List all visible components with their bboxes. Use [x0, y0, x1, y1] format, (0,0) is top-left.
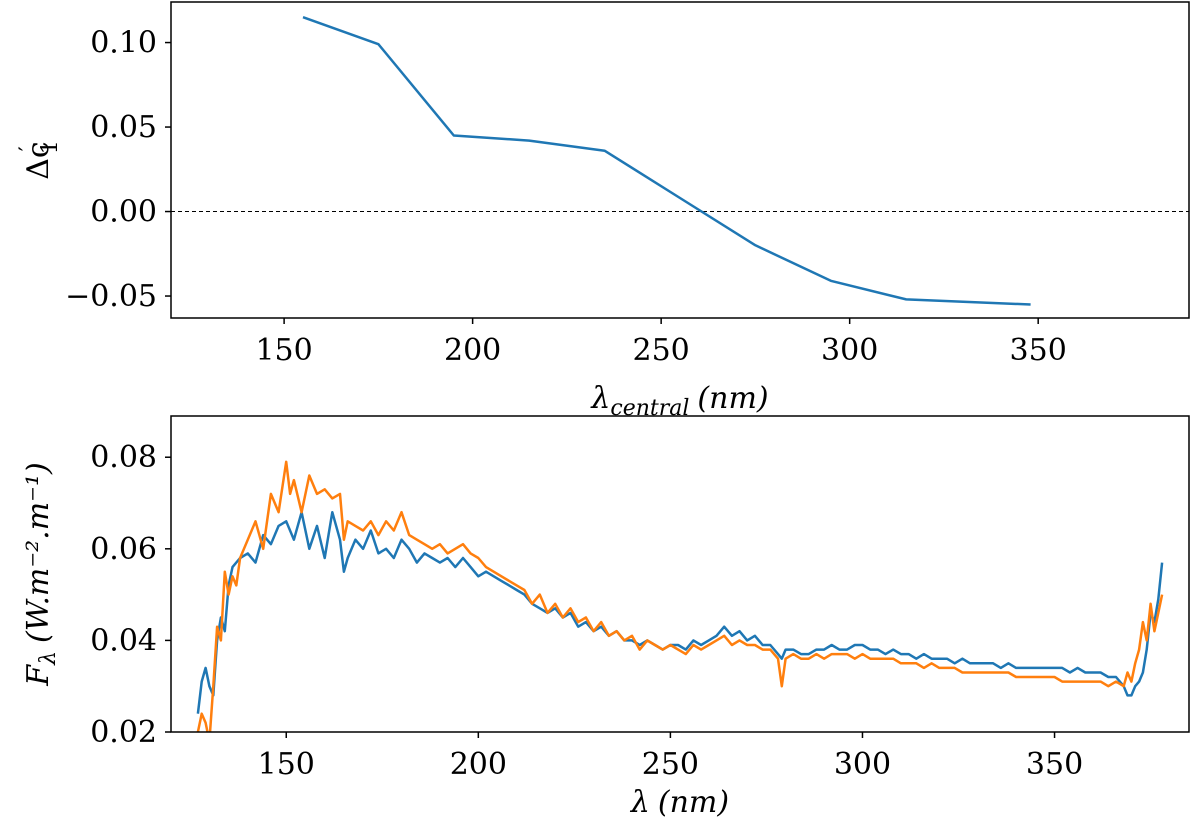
- top-ylabel-subscript: 1: [38, 140, 63, 154]
- top-xlabel-symbol: λ: [590, 381, 610, 416]
- x-tick-label: 250: [642, 747, 699, 782]
- top-chart-panel: 150 200 250 300 350 0.10 0.05 0.00 −0.05 λcentr…: [16, 1, 1190, 421]
- top-chart-x-ticks: 150 200 250 300 350: [255, 318, 1067, 368]
- y-tick-label: 0.08: [90, 440, 157, 475]
- x-tick-label: 250: [633, 333, 690, 368]
- bottom-ylabel-subscript: λ: [36, 651, 61, 666]
- x-tick-label: 150: [258, 747, 315, 782]
- x-tick-label: 350: [1010, 333, 1067, 368]
- bottom-chart-x-ticks: 150 200 250 300 350: [258, 732, 1083, 782]
- bottom-chart-frame: [170, 415, 1190, 733]
- bottom-chart-y-axis-label: Fλ (W.m⁻².m⁻¹): [21, 462, 61, 686]
- y-tick-label: 0.04: [90, 623, 157, 658]
- top-chart-frame: [170, 1, 1190, 319]
- top-ylabel-symbol: Δc: [21, 141, 56, 179]
- bottom-ylabel-symbol: F: [21, 664, 56, 687]
- series-line-2: [196, 460, 1164, 732]
- bottom-xlabel-symbol: λ: [630, 785, 650, 820]
- series-line-1: [196, 510, 1164, 714]
- bottom-chart-x-axis-label: λ (nm): [630, 785, 729, 820]
- bottom-chart-y-ticks: 0.08 0.06 0.04 0.02: [90, 440, 171, 750]
- y-tick-label: 0.00: [90, 195, 157, 230]
- x-tick-label: 150: [255, 333, 312, 368]
- bottom-chart-panel: 150 200 250 300 350 0.080.060.040.02 λ (nm) F…: [21, 415, 1190, 820]
- top-xlabel-unit: (nm): [697, 381, 768, 416]
- series-line-1: [302, 16, 1031, 306]
- top-ylabel-superscript: ′: [16, 146, 41, 151]
- x-tick-label: 300: [834, 747, 891, 782]
- top-xlabel-subscript: central: [610, 396, 689, 421]
- y-tick-label: 0.02: [90, 715, 157, 750]
- top-chart-x-axis-label: λcentral (nm): [590, 381, 768, 421]
- top-chart-series-group: [171, 16, 1189, 306]
- x-tick-label: 350: [1026, 747, 1083, 782]
- bottom-xlabel-unit: (nm): [658, 785, 729, 820]
- y-tick-label: 0.10: [90, 26, 157, 61]
- y-tick-label: 0.06: [90, 532, 157, 567]
- x-tick-label: 300: [821, 333, 878, 368]
- bottom-chart-series-group: [196, 460, 1164, 732]
- bottom-ylabel-unit: (W.m⁻².m⁻¹): [21, 462, 56, 643]
- top-chart-y-axis-label: Δc′1: [16, 140, 63, 179]
- top-chart-y-ticks: 0.10 0.05 0.00 −0.05: [65, 26, 171, 314]
- x-tick-label: 200: [444, 333, 501, 368]
- y-tick-label: 0.05: [90, 110, 157, 145]
- y-tick-label: −0.05: [65, 279, 157, 314]
- x-tick-label: 200: [450, 747, 507, 782]
